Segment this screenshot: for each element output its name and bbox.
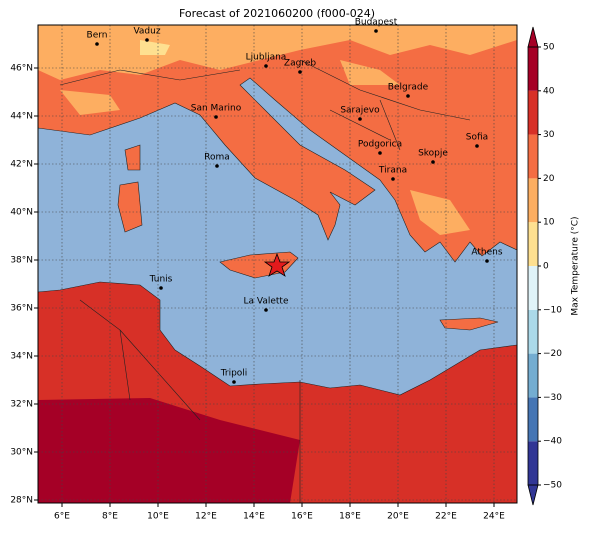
city-dot (298, 70, 302, 74)
city-dot (485, 259, 489, 263)
x-tick-label: 6°E (54, 512, 70, 522)
city-dot (159, 286, 163, 290)
y-tick-label: 42°N (10, 160, 33, 170)
city-dot (378, 151, 382, 155)
city-label: Roma (204, 153, 230, 163)
city-dot (232, 380, 236, 384)
x-tick-label: 22°E (435, 512, 457, 522)
colorbar-segment (528, 441, 538, 485)
city-label: Vaduz (133, 27, 160, 37)
city-label: Athens (471, 248, 502, 258)
city-dot (358, 117, 362, 121)
city-label: Sarajevo (340, 106, 380, 116)
colorbar-segment (528, 47, 538, 91)
city-label: Podgorica (358, 140, 402, 150)
city-label: Bern (87, 31, 108, 41)
colorbar: −50 −40 −30 −20 −10 0 10 20 30 40 50 Max Temperatur… (527, 26, 581, 506)
colorbar-tick-label: 30 (543, 130, 555, 140)
city-label: Belgrade (388, 83, 429, 93)
colorbar-arrow-bottom (527, 484, 539, 506)
colorbar-tick-label: 0 (543, 262, 549, 272)
colorbar-arrow-top (527, 26, 539, 48)
colorbar-segment (528, 309, 538, 354)
city-label: Zagreb (284, 59, 316, 69)
colorbar-segment (528, 90, 538, 135)
y-tick-label: 34°N (10, 352, 33, 362)
x-tick-label: 8°E (102, 512, 118, 522)
y-tick-label: 30°N (10, 448, 33, 458)
city-dot (95, 42, 99, 46)
city-dot (431, 160, 435, 164)
y-tick-label: 40°N (10, 208, 33, 218)
city-label: Sofia (466, 133, 488, 143)
y-tick-label: 46°N (10, 64, 33, 74)
colorbar-segment (528, 266, 538, 310)
city-label: San Marino (191, 104, 242, 114)
city-label: Skopje (418, 149, 448, 159)
colorbar-segment (528, 178, 538, 223)
x-tick-label: 12°E (195, 512, 217, 522)
colorbar-tick-label: 40 (543, 86, 555, 96)
x-tick-label: 24°E (483, 512, 505, 522)
city-dot (214, 115, 218, 119)
y-tick-label: 36°N (10, 304, 33, 314)
y-tick-label: 44°N (10, 112, 33, 122)
colorbar-tick-label: 20 (543, 174, 555, 184)
colorbar-tick-label: −40 (543, 437, 562, 447)
x-tick-label: 10°E (147, 512, 169, 522)
city-dot (264, 64, 268, 68)
colorbar-tick-label: 10 (543, 218, 555, 228)
colorbar-label: Max Temperature (°C) (571, 216, 581, 315)
x-tick-label: 16°E (291, 512, 313, 522)
colorbar-segment (528, 353, 538, 398)
x-tick-label: 14°E (243, 512, 265, 522)
graticule (34, 25, 517, 507)
city-dot (374, 29, 378, 33)
map-frame (37, 24, 518, 504)
chart-title: Forecast of 2021060200 (f000-024) (179, 7, 375, 20)
city-label: Tunis (149, 275, 173, 285)
city-label: La Valette (244, 297, 289, 307)
city-dot (391, 177, 395, 181)
city-label: Tirana (378, 166, 407, 176)
city-dot (475, 144, 479, 148)
y-tick-label: 28°N (10, 496, 33, 506)
colorbar-tick-label: −50 (543, 481, 562, 491)
city-dot (145, 38, 149, 42)
city-label: Budapest (355, 18, 398, 28)
colorbar-tick-label: −10 (543, 305, 562, 315)
colorbar-tick-label: −30 (543, 393, 562, 403)
x-tick-label: 18°E (339, 512, 361, 522)
city-dot (406, 94, 410, 98)
colorbar-segment (528, 397, 538, 442)
y-tick-label: 32°N (10, 400, 33, 410)
city-dot (215, 164, 219, 168)
colorbar-tick-label: −20 (543, 349, 562, 359)
colorbar-tick-label: 50 (543, 43, 555, 53)
colorbar-segment (528, 134, 538, 179)
y-tick-label: 38°N (10, 256, 33, 266)
city-dot (264, 308, 268, 312)
city-label: Tripoli (220, 369, 248, 379)
x-tick-label: 20°E (387, 512, 409, 522)
forecast-point-star (263, 252, 291, 277)
colorbar-segment (528, 222, 538, 266)
city-label: Ljubljana (246, 53, 287, 63)
